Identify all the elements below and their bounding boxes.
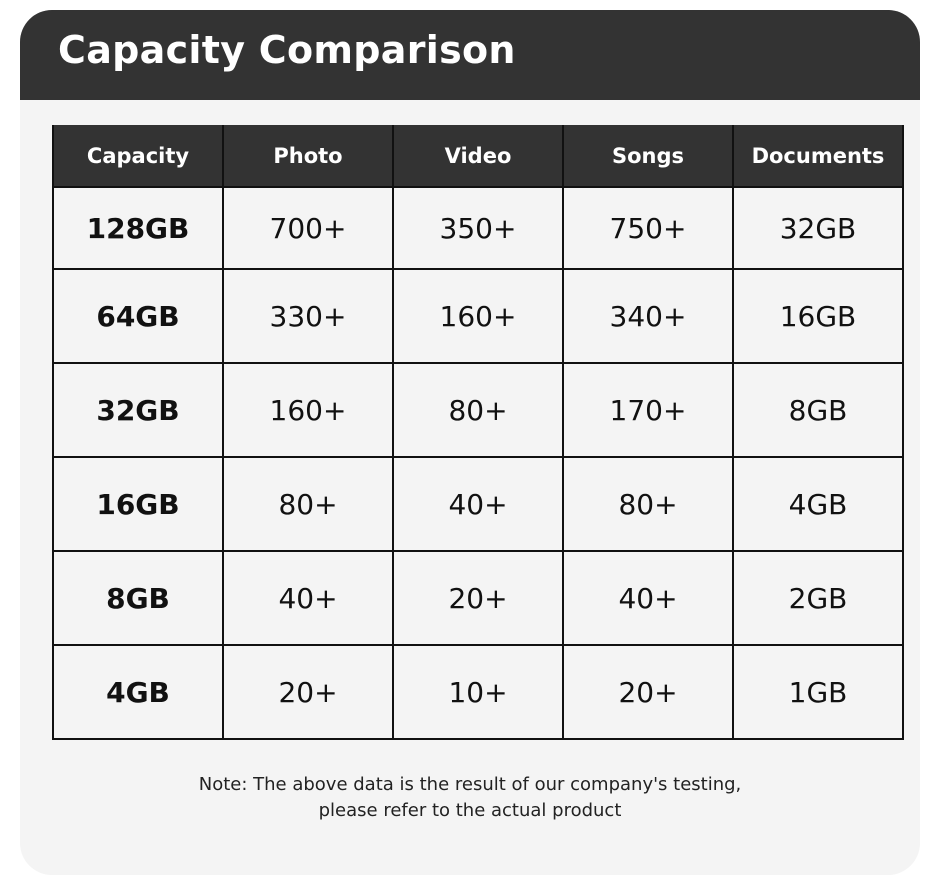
column-header-photo: Photo (222, 125, 394, 188)
table-cell-video: 80+ (392, 362, 564, 458)
capacity-table: Capacity Photo Video Songs Documents 128GB 70… (52, 125, 904, 740)
table-cell-photo: 80+ (222, 456, 394, 552)
table-cell-photo: 160+ (222, 362, 394, 458)
table-cell-documents: 1GB (732, 644, 904, 740)
table-cell-video: 160+ (392, 268, 564, 364)
table-cell-songs: 20+ (562, 644, 734, 740)
table-cell-documents: 2GB (732, 550, 904, 646)
table-header-row: Capacity Photo Video Songs Documents (52, 125, 904, 188)
table-row: 32GB 160+ 80+ 170+ 8GB (52, 362, 904, 458)
title-bar: Capacity Comparison (20, 10, 920, 100)
note-line-2: please refer to the actual product (318, 800, 622, 821)
column-header-capacity: Capacity (52, 125, 224, 188)
table-cell-capacity: 32GB (52, 362, 224, 458)
column-header-video: Video (392, 125, 564, 188)
table-cell-capacity: 128GB (52, 186, 224, 270)
table-cell-photo: 330+ (222, 268, 394, 364)
table-cell-photo: 40+ (222, 550, 394, 646)
table-cell-capacity: 4GB (52, 644, 224, 740)
page-title: Capacity Comparison (58, 28, 516, 72)
table-cell-video: 20+ (392, 550, 564, 646)
table-cell-capacity: 64GB (52, 268, 224, 364)
table-row: 64GB 330+ 160+ 340+ 16GB (52, 268, 904, 364)
column-header-songs: Songs (562, 125, 734, 188)
table-cell-songs: 750+ (562, 186, 734, 270)
table-cell-capacity: 8GB (52, 550, 224, 646)
table-cell-documents: 32GB (732, 186, 904, 270)
table-cell-photo: 20+ (222, 644, 394, 740)
table-cell-songs: 40+ (562, 550, 734, 646)
table-cell-capacity: 16GB (52, 456, 224, 552)
table-cell-documents: 16GB (732, 268, 904, 364)
table-cell-video: 40+ (392, 456, 564, 552)
table-cell-songs: 80+ (562, 456, 734, 552)
table-row: 4GB 20+ 10+ 20+ 1GB (52, 644, 904, 740)
table-cell-songs: 170+ (562, 362, 734, 458)
table-row: 128GB 700+ 350+ 750+ 32GB (52, 186, 904, 270)
table-cell-documents: 4GB (732, 456, 904, 552)
table-cell-documents: 8GB (732, 362, 904, 458)
note-line-1: Note: The above data is the result of ou… (198, 774, 742, 795)
table-cell-video: 350+ (392, 186, 564, 270)
column-header-documents: Documents (732, 125, 904, 188)
table-cell-songs: 340+ (562, 268, 734, 364)
table-cell-photo: 700+ (222, 186, 394, 270)
table-row: 16GB 80+ 40+ 80+ 4GB (52, 456, 904, 552)
note: Note: The above data is the result of ou… (20, 772, 920, 824)
table-cell-video: 10+ (392, 644, 564, 740)
capacity-card: Capacity Comparison Capacity Photo Video So… (20, 10, 920, 875)
table-row: 8GB 40+ 20+ 40+ 2GB (52, 550, 904, 646)
